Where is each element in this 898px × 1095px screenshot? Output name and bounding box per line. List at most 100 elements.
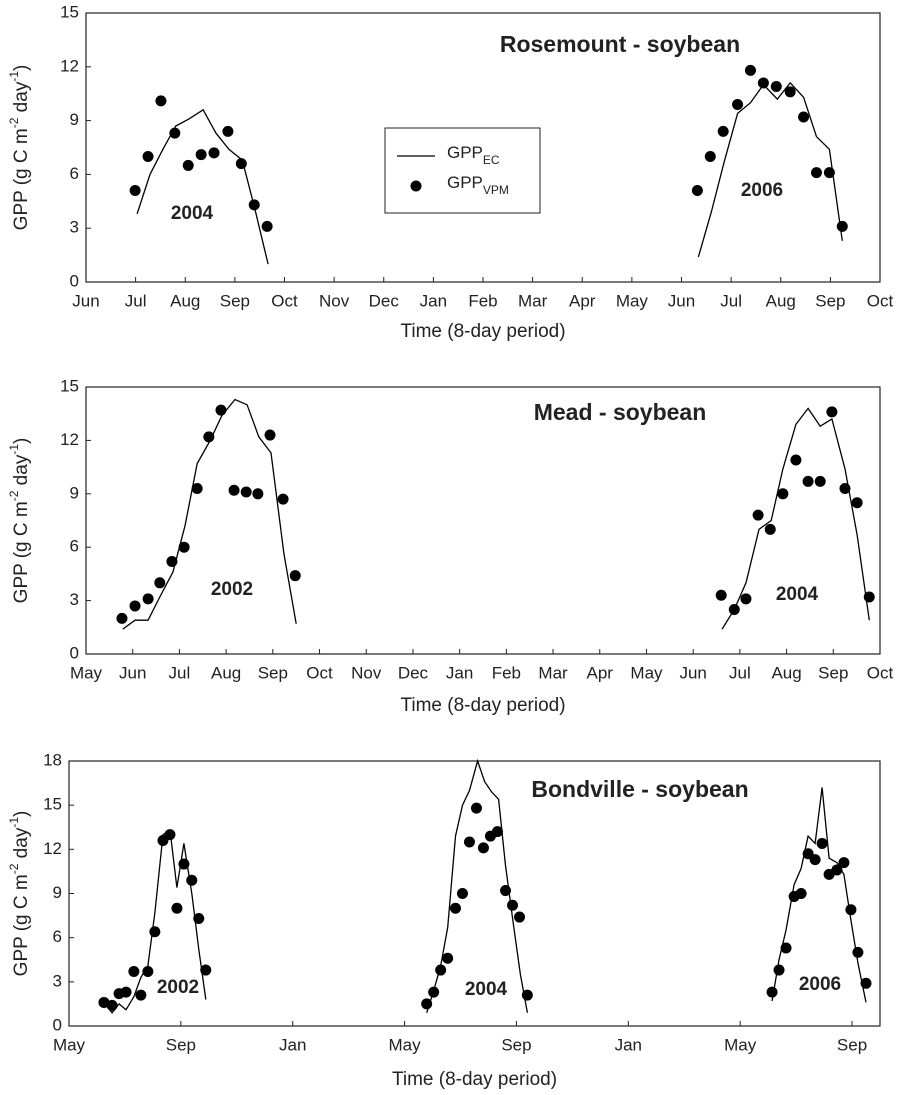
gpp-point	[289, 570, 301, 582]
y-axis-label-part: )	[11, 438, 32, 444]
gpp-point	[507, 899, 519, 911]
x-tick-label: Oct	[867, 291, 894, 310]
gpp-point	[860, 977, 872, 989]
x-axis-label: Time (8-day period)	[400, 695, 565, 716]
gpp-point	[851, 497, 863, 509]
gpp-point	[521, 989, 533, 1001]
x-tick-label: Oct	[867, 663, 894, 682]
gpp-point	[208, 147, 220, 159]
x-tick-label: Sep	[501, 1035, 531, 1054]
legend-subscript: EC	[483, 153, 500, 167]
gpp-point	[166, 555, 178, 567]
gpp-point	[421, 998, 433, 1010]
gpp-point	[744, 64, 756, 76]
y-tick-label: 3	[70, 590, 79, 609]
gpp-point	[795, 888, 807, 899]
y-axis-label-part: GPP (g C m	[11, 874, 32, 976]
gpp-point	[764, 523, 776, 535]
gpp-point	[178, 541, 190, 553]
x-tick-label: Sep	[258, 663, 288, 682]
gpp-point	[203, 431, 215, 443]
gpp-point	[715, 589, 727, 601]
x-tick-label: Nov	[319, 291, 350, 310]
legend-subscript: VPM	[483, 183, 509, 197]
gpp-point	[780, 942, 792, 954]
gpp-point	[463, 836, 475, 848]
legend-box	[384, 127, 541, 214]
gpp-line	[136, 81, 843, 265]
gpp-point	[142, 966, 154, 978]
x-tick-label: Nov	[351, 663, 382, 682]
gpp-point	[116, 612, 128, 624]
gpp-point	[491, 826, 503, 838]
gpp-point	[728, 604, 740, 615]
x-tick-label: Mar	[518, 291, 548, 310]
x-tick-label: Sep	[220, 291, 250, 310]
gpp-point	[831, 864, 843, 876]
plot-frame	[85, 386, 881, 655]
gpp-point	[845, 904, 857, 916]
x-tick-label: Jan	[615, 1035, 642, 1054]
y-axis-label: GPP (g C m-2 day-1)	[7, 811, 32, 977]
gpp-point	[514, 911, 526, 923]
chart-title: Rosemount - soybean	[500, 31, 740, 57]
gpp-point	[839, 482, 851, 494]
gpp-point	[500, 885, 512, 897]
y-axis-label-part: -1	[7, 444, 21, 455]
x-tick-label: May	[724, 1035, 757, 1054]
x-tick-label: Sep	[818, 663, 848, 682]
gpp-point	[106, 999, 118, 1011]
x-tick-label: May	[70, 663, 103, 682]
gpp-point	[717, 125, 729, 137]
x-tick-label: Jun	[679, 663, 706, 682]
y-tick-label: 15	[60, 2, 79, 21]
x-tick-label: Sep	[837, 1035, 867, 1054]
y-axis-label: GPP (g C m-2 day-1)	[7, 65, 32, 231]
gpp-point	[128, 966, 140, 978]
x-tick-label: Jan	[279, 1035, 306, 1054]
gpp-point	[142, 593, 154, 605]
x-tick-label: Jan	[446, 663, 473, 682]
gpp-point	[784, 86, 796, 98]
year-annotation: 2004	[465, 979, 508, 1000]
y-axis-label-part: -2	[7, 863, 21, 874]
gpp-point	[195, 149, 207, 161]
y-axis-label-part: day	[11, 454, 32, 490]
y-tick-label: 12	[60, 56, 79, 75]
y-tick-label: 3	[53, 971, 62, 990]
gpp-point	[852, 946, 864, 958]
y-tick-label: 0	[53, 1015, 62, 1034]
gpp-point	[442, 952, 454, 964]
x-tick-label: Aug	[211, 663, 241, 682]
gpp-point	[248, 199, 260, 211]
chart-title: Mead - soybean	[534, 399, 707, 425]
gpp-point	[435, 964, 447, 976]
gpp-point	[164, 829, 176, 841]
gpp-point	[477, 842, 489, 854]
y-axis-label-part: day	[11, 81, 32, 117]
gpp-point	[154, 577, 166, 589]
legend-name: GPP	[447, 173, 483, 192]
y-axis-label-part: GPP (g C m	[11, 501, 32, 603]
y-tick-label: 6	[53, 927, 62, 946]
gpp-point	[704, 150, 716, 162]
gpp-point	[142, 150, 154, 162]
gpp-point	[228, 484, 240, 496]
gpp-point	[790, 454, 802, 466]
gpp-point	[814, 475, 826, 487]
x-tick-label: Jan	[420, 291, 447, 310]
y-axis-label-part: day	[11, 827, 32, 863]
x-tick-label: May	[630, 663, 663, 682]
x-tick-label: Aug	[766, 291, 796, 310]
x-tick-label: Jun	[119, 663, 146, 682]
gpp-point	[182, 159, 194, 171]
gpp-point	[838, 857, 850, 869]
gpp-point	[169, 127, 181, 139]
y-axis-label-part: GPP (g C m	[11, 128, 32, 230]
gpp-point	[129, 185, 141, 197]
y-tick-label: 0	[70, 271, 79, 290]
gpp-point	[456, 888, 468, 899]
x-tick-label: Oct	[271, 291, 298, 310]
gpp-point	[240, 486, 252, 498]
